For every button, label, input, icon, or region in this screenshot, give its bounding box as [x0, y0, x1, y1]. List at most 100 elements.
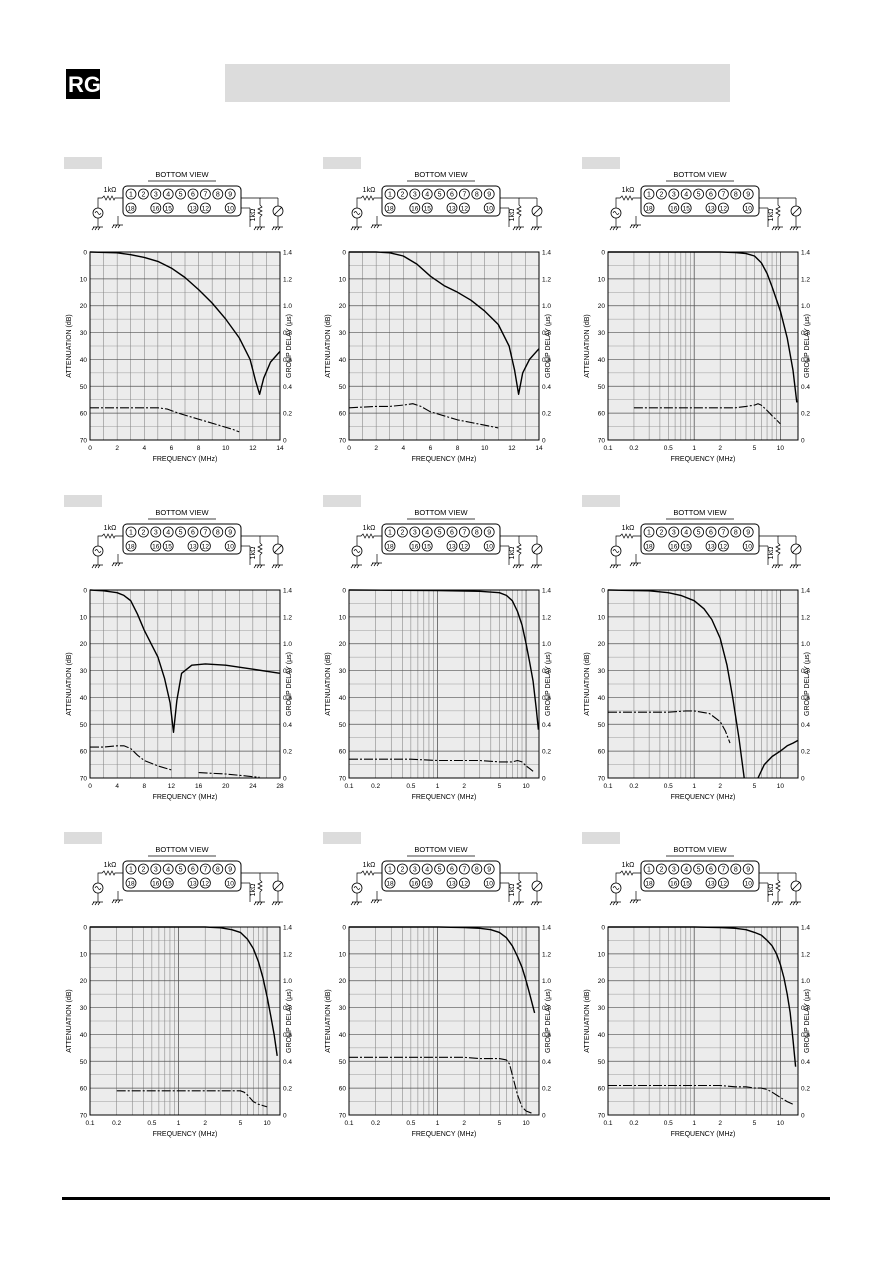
- resistor-icon: [615, 533, 641, 546]
- pin-circle: [384, 863, 396, 875]
- load-resistor-label: 1kΩ: [768, 547, 775, 560]
- pin-circle: [680, 202, 692, 214]
- pin-label: 13: [707, 544, 715, 551]
- ground-icon: [370, 899, 382, 904]
- pin-label: 1: [388, 867, 392, 874]
- y2-axis-label: GROUP DELAY (μs): [545, 652, 552, 716]
- x-axis-label: FREQUENCY (MHz): [671, 1131, 736, 1138]
- y2-tick-label: 0.6: [542, 357, 551, 364]
- y-tick-label: 0: [601, 250, 605, 257]
- group-delay-series: [348, 403, 499, 429]
- x-tick-label: 10: [522, 783, 530, 790]
- x-tick-label: 1: [177, 1120, 181, 1127]
- pin-label: 3: [672, 867, 676, 874]
- x-tick-label: 14: [276, 445, 284, 452]
- pin-label: 16: [670, 544, 678, 551]
- x-tick-label: 0.2: [629, 1120, 638, 1127]
- pin-circle: [483, 540, 495, 552]
- pin-label: 5: [438, 530, 442, 537]
- pin-circle: [162, 540, 174, 552]
- pin-circle: [446, 877, 458, 889]
- y2-tick-label: 0: [542, 776, 546, 783]
- pin-label: 7: [462, 192, 466, 199]
- pin-label: 2: [659, 867, 663, 874]
- panel-tag: [323, 495, 361, 507]
- y-tick-label: 50: [339, 722, 347, 729]
- pin-label: 12: [461, 544, 469, 551]
- x-tick-label: 24: [249, 783, 257, 790]
- x-tick-label: 1: [436, 1120, 440, 1127]
- x-axis-label: FREQUENCY (MHz): [153, 794, 218, 801]
- schematic-title: BOTTOM VIEW: [414, 845, 468, 854]
- filter-panel-1: BOTTOM VIEW 1 2 3 4 5 6 7 8 9 18 16 15 13 12 10 1kΩ 1kΩ 0 2…: [60, 165, 295, 465]
- pin-circle: [125, 526, 137, 538]
- y2-tick-label: 0.8: [283, 330, 292, 337]
- x-tick-label: 10: [522, 1120, 530, 1127]
- chart-plot: 0.1 0.2 0.5 1 2 5 10 0 10 20 30 40 50 60 70 1.4 1.2 1.0 0.…: [584, 925, 811, 1139]
- pin-label: 10: [745, 544, 753, 551]
- y2-tick-label: 0.8: [542, 1005, 551, 1012]
- y2-tick-label: 0: [542, 1113, 546, 1120]
- pin-circle: [730, 863, 742, 875]
- pin-circle: [138, 863, 149, 875]
- y-axis-label: ATTENUATION (dB): [66, 314, 73, 378]
- ground-icon: [271, 901, 283, 906]
- source-resistor-label: 1kΩ: [622, 187, 635, 194]
- pin-circle: [434, 188, 445, 200]
- ground-icon: [91, 226, 103, 231]
- resistor-icon: [615, 870, 641, 883]
- pin-label: 8: [475, 867, 479, 874]
- ground-icon: [350, 564, 362, 569]
- y-tick-label: 30: [598, 330, 606, 337]
- y2-axis-label: GROUP DELAY (μs): [804, 652, 811, 716]
- pin-circle: [150, 202, 162, 214]
- pin-circle: [187, 188, 199, 200]
- pin-label: 9: [746, 867, 750, 874]
- pin-label: 9: [228, 867, 232, 874]
- y-axis-label: ATTENUATION (dB): [66, 652, 73, 716]
- schematic-title: BOTTOM VIEW: [414, 508, 468, 517]
- y-tick-label: 30: [598, 1005, 606, 1012]
- pin-circle: [717, 540, 729, 552]
- panel-tag: [323, 832, 361, 844]
- pin-label: 9: [487, 530, 491, 537]
- attenuation-series: [608, 926, 797, 1067]
- x-axis-label: FREQUENCY (MHz): [671, 794, 736, 801]
- ground-icon: [609, 901, 621, 906]
- pin-label: 15: [424, 206, 432, 213]
- pin-circle: [458, 188, 470, 200]
- pin-circle: [742, 526, 754, 538]
- group-delay-series: [608, 1084, 794, 1105]
- pin-label: 3: [154, 867, 158, 874]
- pin-label: 3: [413, 867, 417, 874]
- pin-circle: [421, 188, 433, 200]
- x-tick-label: 5: [753, 1120, 757, 1127]
- pin-label: 9: [487, 867, 491, 874]
- y-tick-label: 0: [342, 250, 346, 257]
- y-tick-label: 40: [80, 357, 88, 364]
- x-tick-label: 8: [456, 445, 460, 452]
- load-resistor-icon: [500, 197, 522, 227]
- resistor-icon: [97, 533, 123, 546]
- pin-label: 1: [129, 192, 133, 199]
- x-tick-label: 0.1: [603, 1120, 612, 1127]
- y2-axis-label: GROUP DELAY (μs): [804, 989, 811, 1053]
- y2-tick-label: 0.2: [801, 749, 810, 756]
- x-tick-label: 0.5: [664, 445, 673, 452]
- pin-label: 6: [709, 867, 713, 874]
- x-tick-label: 20: [222, 783, 230, 790]
- pin-circle: [199, 863, 211, 875]
- y2-tick-label: 1.4: [801, 588, 810, 595]
- y2-tick-label: 0.6: [801, 357, 810, 364]
- pin-circle: [434, 863, 445, 875]
- group-delay-series: [90, 745, 172, 771]
- y-tick-label: 50: [598, 1059, 606, 1066]
- x-tick-label: 6: [429, 445, 433, 452]
- meter-needle: [791, 206, 801, 216]
- y-tick-label: 0: [83, 250, 87, 257]
- ground-icon: [789, 564, 801, 569]
